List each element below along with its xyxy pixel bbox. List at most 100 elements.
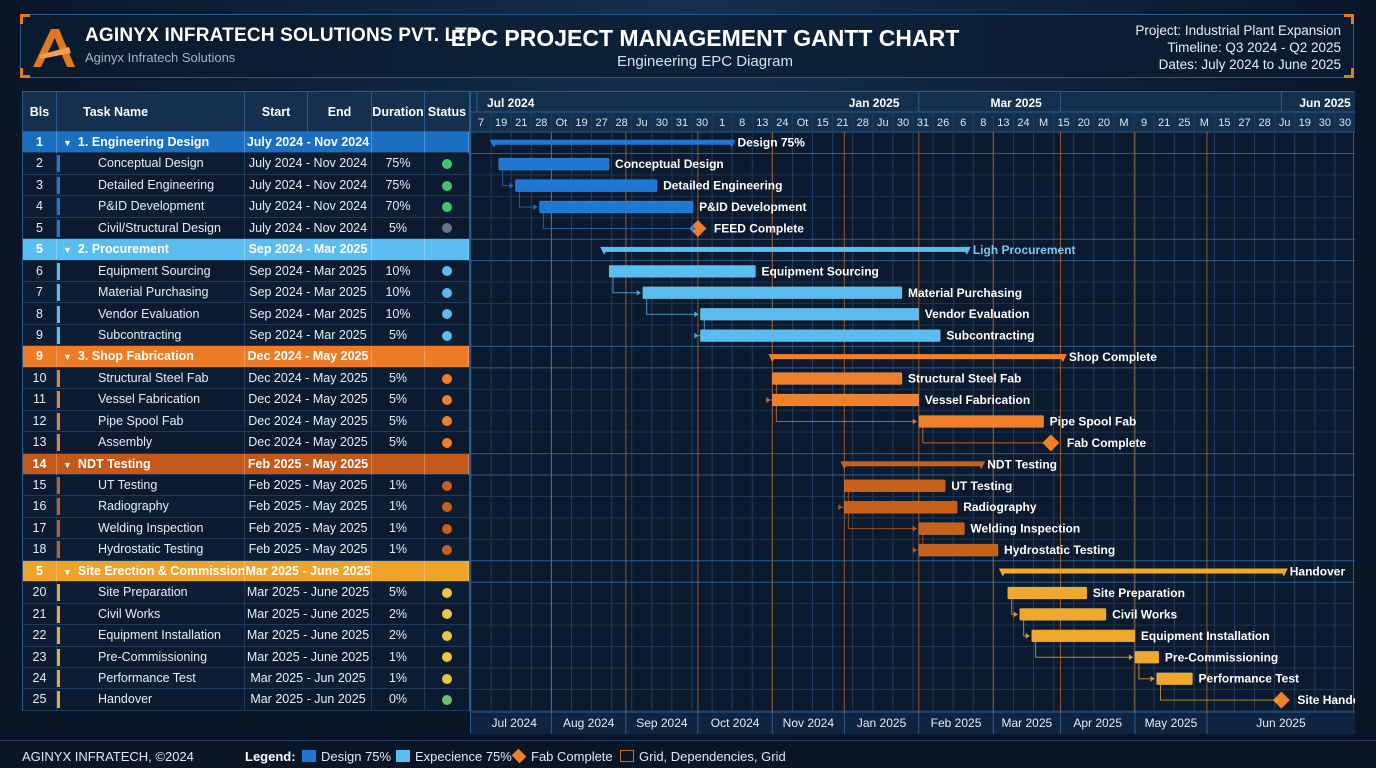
task-name: Assembly bbox=[57, 432, 245, 454]
phase-color-bar bbox=[57, 627, 60, 645]
table-row[interactable]: 6 Equipment Sourcing Sep 2024 - Mar 2025 10… bbox=[23, 260, 469, 283]
task-bar[interactable] bbox=[844, 479, 946, 493]
column-header-end[interactable]: End bbox=[308, 92, 372, 132]
task-range: Feb 2025 - May 2025 bbox=[245, 496, 372, 518]
summary-bar[interactable] bbox=[772, 354, 1063, 360]
task-bar[interactable] bbox=[700, 329, 941, 342]
day-tick-label: 30 bbox=[656, 117, 668, 129]
table-row[interactable]: 3 Detailed Engineering July 2024 - Nov 202… bbox=[23, 174, 469, 197]
day-tick-label: 15 bbox=[1058, 117, 1070, 129]
phase-color-bar bbox=[57, 391, 60, 409]
table-row[interactable]: 23 Pre-Commissioning Mar 2025 - June 2025 1… bbox=[23, 646, 469, 668]
table-row[interactable]: 13 Assembly Dec 2024 - May 2025 5% bbox=[23, 432, 469, 454]
table-row[interactable]: 12 Pipe Spool Fab Dec 2024 - May 2025 5% bbox=[23, 410, 469, 433]
task-duration: 10% bbox=[372, 282, 425, 304]
dependency-arrowhead bbox=[1128, 654, 1133, 661]
task-bar[interactable] bbox=[700, 307, 920, 321]
summary-bar-cap bbox=[998, 568, 1007, 577]
day-tick-label: 24 bbox=[776, 117, 788, 129]
task-status bbox=[425, 625, 469, 646]
table-row[interactable]: 10 Structural Steel Fab Dec 2024 - May 202… bbox=[23, 367, 469, 390]
table-row[interactable]: 22 Equipment Installation Mar 2025 - June … bbox=[23, 625, 469, 647]
table-row[interactable]: 21 Civil Works Mar 2025 - June 2025 2% bbox=[23, 603, 469, 626]
milestone-diamond[interactable] bbox=[689, 219, 707, 237]
page-title: EPC PROJECT MANAGEMENT GANTT CHART bbox=[450, 25, 960, 51]
table-group-row[interactable]: 1 ▼ 1. Engineering Design July 2024 - Nov 2… bbox=[23, 132, 469, 154]
table-group-row[interactable]: 9 ▼ 3. Shop Fabrication Dec 2024 - May 2025 bbox=[23, 346, 469, 368]
table-row[interactable]: 2 Conceptual Design July 2024 - Nov 2024 75… bbox=[23, 153, 469, 175]
task-duration: 5% bbox=[372, 432, 425, 454]
column-header-status[interactable]: Status bbox=[427, 105, 467, 119]
dependency-arrowhead bbox=[912, 418, 917, 425]
status-dot-icon bbox=[442, 437, 452, 448]
task-bar[interactable] bbox=[515, 179, 658, 192]
table-row[interactable]: 20 Site Preparation Mar 2025 - June 2025 5% bbox=[23, 582, 469, 604]
task-name: Civil/Structural Design bbox=[57, 217, 245, 239]
task-status bbox=[425, 689, 469, 710]
legend-text: Design 75% bbox=[321, 749, 392, 764]
column-header-task[interactable]: Task Name bbox=[57, 92, 245, 132]
dependency-arrowhead bbox=[1013, 611, 1018, 618]
summary-bar[interactable] bbox=[604, 246, 967, 252]
task-id: 20 bbox=[23, 582, 57, 604]
collapse-triangle-icon[interactable]: ▼ bbox=[63, 245, 72, 256]
collapse-triangle-icon[interactable]: ▼ bbox=[63, 138, 72, 148]
phase-color-bar bbox=[57, 326, 60, 344]
table-group-row[interactable]: 14 ▼ NDT Testing Feb 2025 - May 2025 bbox=[23, 453, 469, 475]
task-name: Vendor Evaluation bbox=[57, 303, 245, 325]
table-row[interactable]: 15 UT Testing Feb 2025 - May 2025 1% bbox=[23, 475, 469, 497]
task-bar[interactable] bbox=[1134, 651, 1160, 664]
gantt-svg: 7 19 21 28 Ot 19 27 28 Ju 30 31 30 1 8 13 24 Ot 15 21 28 Ju 3… bbox=[471, 92, 1355, 734]
task-name-text: Pipe Spool Fab bbox=[98, 413, 184, 428]
milestone-diamond[interactable] bbox=[1272, 691, 1290, 709]
task-bar[interactable] bbox=[772, 372, 903, 385]
bottom-month-label: Feb 2025 bbox=[931, 716, 982, 730]
task-bar[interactable] bbox=[772, 393, 920, 407]
table-row[interactable]: 8 Vendor Evaluation Sep 2024 - Mar 2025 10% bbox=[23, 303, 469, 325]
collapse-triangle-icon[interactable]: ▼ bbox=[63, 352, 72, 363]
task-bar[interactable] bbox=[539, 200, 694, 214]
task-bar[interactable] bbox=[1007, 586, 1088, 600]
task-bar[interactable] bbox=[1019, 608, 1107, 621]
summary-bar[interactable] bbox=[493, 139, 732, 145]
table-row[interactable]: 11 Vessel Fabrication Dec 2024 - May 2025 5… bbox=[23, 389, 469, 411]
task-bar[interactable] bbox=[1156, 672, 1193, 685]
table-row[interactable]: 16 Radiography Feb 2025 - May 2025 1% bbox=[23, 496, 469, 518]
column-header-id[interactable]: Bls bbox=[23, 92, 57, 132]
task-bar[interactable] bbox=[498, 157, 610, 171]
task-name-text: Assembly bbox=[98, 435, 153, 450]
task-bar[interactable] bbox=[642, 286, 903, 300]
task-bar[interactable] bbox=[918, 415, 1044, 428]
task-bar[interactable] bbox=[918, 522, 965, 535]
task-name-text: Radiography bbox=[98, 499, 169, 514]
dependency-arrowhead bbox=[694, 332, 699, 339]
collapse-triangle-icon[interactable]: ▼ bbox=[63, 459, 72, 470]
task-bar-label: UT Testing bbox=[951, 479, 1012, 493]
task-bar[interactable] bbox=[1031, 629, 1136, 643]
task-duration bbox=[372, 453, 425, 475]
column-header-start[interactable]: Start bbox=[245, 92, 308, 132]
task-duration: 5% bbox=[372, 324, 425, 346]
table-row[interactable]: 18 Hydrostatic Testing Feb 2025 - May 2025… bbox=[23, 539, 469, 561]
table-row[interactable]: 9 Subcontracting Sep 2024 - Mar 2025 5% bbox=[23, 324, 469, 347]
task-id: 10 bbox=[23, 367, 57, 389]
table-row[interactable]: 5 Civil/Structural Design July 2024 - Nov … bbox=[23, 217, 469, 240]
column-header-duration[interactable]: Duration bbox=[372, 92, 425, 132]
table-row[interactable]: 4 P&ID Development July 2024 - Nov 2024 70% bbox=[23, 196, 469, 218]
task-bar[interactable] bbox=[608, 265, 756, 278]
legend-text: Grid, Dependencies, Grid bbox=[639, 749, 786, 764]
task-bar[interactable] bbox=[918, 543, 999, 557]
table-group-row[interactable]: 5 ▼ 2. Procurement Sep 2024 - Mar 2025 bbox=[23, 239, 469, 261]
task-id: 21 bbox=[23, 603, 57, 625]
summary-bar[interactable] bbox=[844, 461, 982, 467]
task-range: Sep 2024 - Mar 2025 bbox=[245, 260, 372, 282]
table-row[interactable]: 25 Handover Mar 2025 - Jun 2025 0% bbox=[23, 689, 469, 711]
table-row[interactable]: 17 Welding Inspection Feb 2025 - May 2025 1… bbox=[23, 517, 469, 540]
milestone-diamond[interactable] bbox=[1042, 434, 1060, 452]
table-row[interactable]: 7 Material Purchasing Sep 2024 - Mar 2025 1… bbox=[23, 282, 469, 304]
table-row[interactable]: 24 Performance Test Mar 2025 - Jun 2025 1% bbox=[23, 668, 469, 690]
collapse-triangle-icon[interactable]: ▼ bbox=[63, 566, 72, 577]
summary-bar[interactable] bbox=[1002, 568, 1284, 574]
task-bar[interactable] bbox=[844, 500, 958, 514]
